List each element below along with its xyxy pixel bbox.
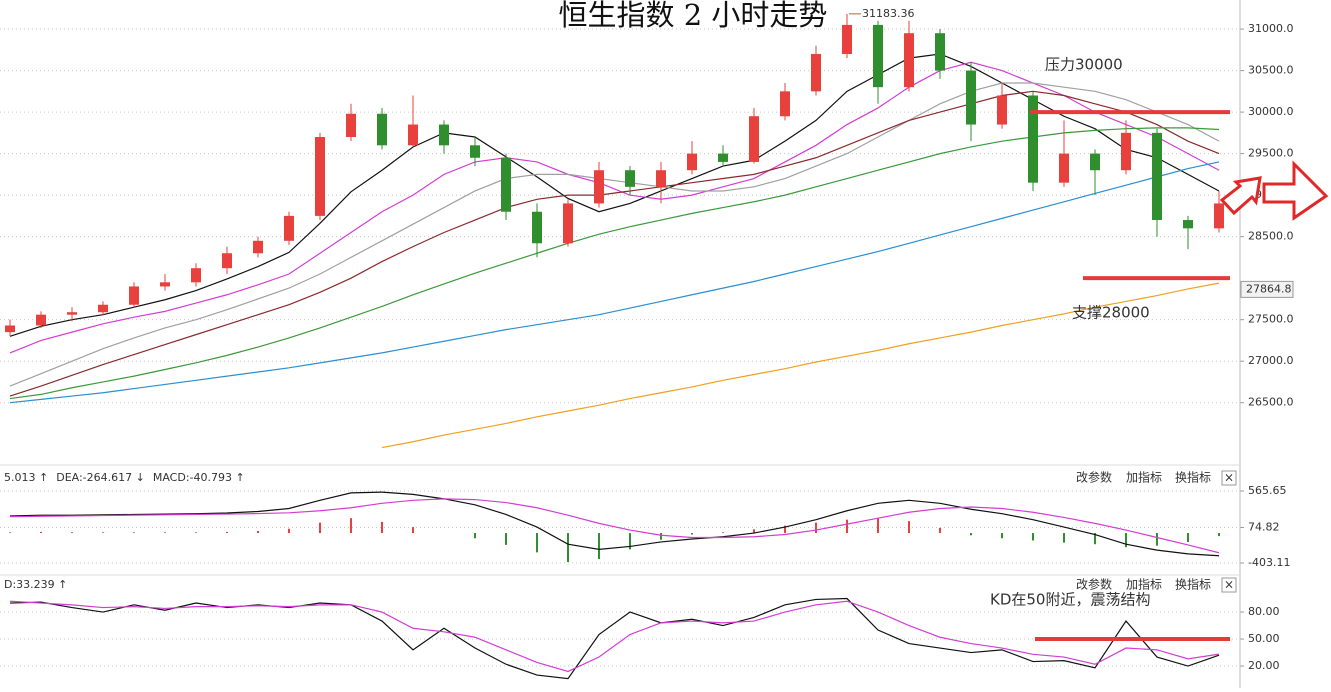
indicator-line [9, 127, 1220, 400]
indicator-line [9, 61, 1220, 354]
candle-body [1214, 203, 1224, 229]
y-tick-label: 20.00 [1248, 659, 1280, 672]
y-tick-label: 28500.0 [1248, 230, 1294, 243]
candle-body [160, 282, 170, 287]
toolbar-button[interactable]: 加指标 [1126, 577, 1162, 592]
close-box [1221, 470, 1237, 486]
candle-body [718, 153, 728, 162]
candle-body [67, 312, 77, 315]
candle-body [625, 170, 635, 187]
y-tick-label: 29500.0 [1248, 147, 1294, 160]
candle-body [284, 215, 294, 241]
candle-body [966, 70, 976, 125]
candle-body [904, 33, 914, 88]
chart-title: 恒生指数 2 小时走势 [559, 0, 828, 32]
candle-body [749, 116, 759, 162]
candle-body [36, 314, 46, 326]
y-tick-label: 31000.0 [1248, 22, 1294, 35]
y-tick-label: -403.11 [1248, 556, 1290, 569]
max-label: 31183.36 [862, 7, 915, 20]
candle-body [842, 24, 852, 54]
y-tick-label: 80.00 [1248, 605, 1280, 618]
plot-area: 26500.027000.027500.028500.029000.029500… [0, 7, 1294, 680]
close-button[interactable]: × [1224, 471, 1234, 485]
level-label: 支撑28000 [1072, 304, 1150, 322]
indicator-line [9, 600, 1220, 673]
candle-body [501, 157, 511, 212]
candle-body [1152, 132, 1162, 221]
y-tick-label: 50.00 [1248, 632, 1280, 645]
candle-body [439, 124, 449, 146]
candle-body [346, 113, 356, 138]
candle-body [315, 137, 325, 216]
y-tick-label: 27000.0 [1248, 354, 1294, 367]
close-box [1221, 577, 1237, 593]
candle-body [1059, 153, 1069, 183]
toolbar-button[interactable]: 改参数 [1076, 470, 1112, 485]
toolbar-button[interactable]: 换指标 [1175, 470, 1211, 485]
y-tick-label: 565.65 [1248, 484, 1287, 497]
indicator-value: D:33.239 ↑ [4, 578, 67, 591]
candle-body [656, 170, 666, 187]
last-price-box [1240, 280, 1294, 298]
arrow-icon [1219, 176, 1262, 216]
candle-body [470, 145, 480, 158]
y-tick-label: 27500.0 [1248, 313, 1294, 326]
close-button[interactable]: × [1224, 578, 1234, 592]
candle-body [594, 170, 604, 204]
indicator-line [9, 53, 1220, 337]
indicator-line [9, 82, 1220, 387]
candle-body [811, 53, 821, 92]
level-label: KD在50附近，震荡结构 [990, 591, 1150, 609]
candle-body [935, 33, 945, 71]
indicator-line [9, 90, 1220, 397]
candle-body [532, 211, 542, 244]
candle-body [873, 24, 883, 88]
candle-body [191, 268, 201, 283]
y-tick-label: 26500.0 [1248, 396, 1294, 409]
candle-body [997, 95, 1007, 125]
indicator-line [9, 491, 1220, 557]
indicator-line [9, 597, 1220, 680]
last-price-label: 27864.8 [1246, 282, 1292, 295]
candle-body [563, 203, 573, 244]
candle-body [98, 304, 108, 313]
arrow-icon [1262, 160, 1329, 221]
y-tick-label: 30000.0 [1248, 105, 1294, 118]
candle-body [377, 113, 387, 146]
candle-body [408, 124, 418, 146]
toolbar-button[interactable]: 加指标 [1126, 470, 1162, 485]
y-tick-label: 30500.0 [1248, 64, 1294, 77]
indicator-value: DEA:-264.617 ↓ [56, 471, 145, 484]
candle-body [222, 253, 232, 269]
indicator-line [381, 282, 1220, 449]
candle-body [129, 286, 139, 305]
indicator-value: 5.013 ↑ [4, 471, 48, 484]
candle-body [1090, 153, 1100, 171]
toolbar-button[interactable]: 改参数 [1076, 577, 1112, 592]
candle-body [5, 325, 15, 333]
y-tick-label: 74.82 [1248, 520, 1280, 533]
indicator-value: MACD:-40.793 ↑ [153, 471, 245, 484]
candle-body [1028, 95, 1038, 183]
toolbar-button[interactable]: 换指标 [1175, 577, 1211, 592]
indicator-line [9, 498, 1220, 554]
candle-body [1121, 132, 1131, 171]
candle-body [780, 91, 790, 117]
candle-body [687, 153, 697, 171]
candle-body [1183, 220, 1193, 229]
level-label: 压力30000 [1045, 56, 1123, 74]
indicator-line [9, 161, 1220, 404]
candle-body [253, 240, 263, 254]
